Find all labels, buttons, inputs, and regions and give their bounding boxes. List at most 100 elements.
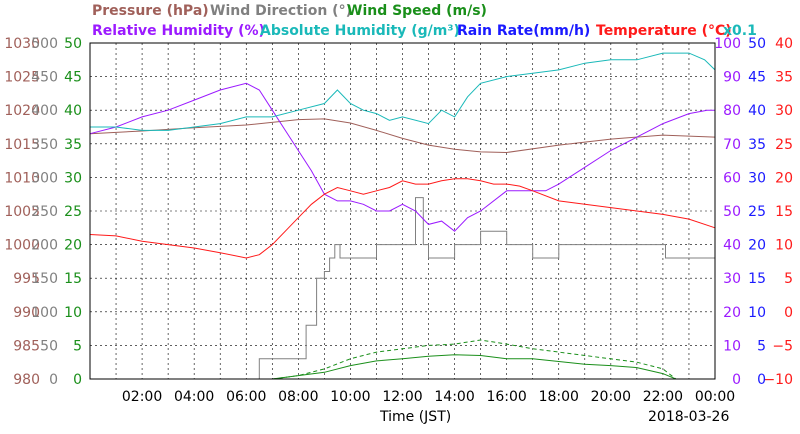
humidity-tick-label: 0: [732, 372, 741, 388]
pressure-tick-label: 995: [13, 271, 40, 287]
x-tick-label: 10:00: [330, 389, 370, 405]
legend-item: Rain Rate(mm/h): [457, 23, 590, 39]
pressure-tick-label: 1030: [4, 36, 40, 52]
temperature-tick-label: −10: [763, 372, 793, 388]
wind-direction-tick-label: 250: [31, 204, 58, 220]
pressure-tick-label: 990: [13, 305, 40, 321]
legend-item: Wind Direction (°): [210, 3, 352, 19]
wind-speed-tick-label: 5: [73, 338, 82, 354]
temperature-tick-label: 10: [775, 238, 793, 254]
temperature-tick-label: 20: [775, 170, 793, 186]
temperature-tick-label: 25: [775, 137, 793, 153]
humidity-tick-label: 10: [723, 338, 741, 354]
humidity-tick-label: 30: [723, 271, 741, 287]
legend-item: Temperature (°C): [596, 23, 732, 39]
legend-item: Absolute Humidity (g/m³): [260, 23, 460, 39]
temperature-tick-label: 5: [784, 271, 793, 287]
x-tick-label: 16:00: [486, 389, 526, 405]
rain-rate-tick-label: 20: [748, 238, 766, 254]
rain-rate-tick-label: 5: [757, 338, 766, 354]
wind-direction-line: [90, 197, 715, 380]
humidity-tick-label: 100: [714, 36, 741, 52]
humidity-tick-label: 60: [723, 170, 741, 186]
wind-speed-tick-label: 25: [64, 204, 82, 220]
wind-direction-tick-label: 0: [49, 372, 58, 388]
wind-direction-tick-label: 350: [31, 137, 58, 153]
humidity-tick-label: 20: [723, 305, 741, 321]
wind-speed-tick-label: 10: [64, 305, 82, 321]
wind-direction-tick-label: 50: [40, 338, 58, 354]
rain-rate-tick-label: 35: [748, 137, 766, 153]
wind-speed-tick-label: 30: [64, 170, 82, 186]
y-tick-labels: 1030102510201015101010051000995990985980…: [4, 36, 793, 388]
wind-direction-tick-label: 150: [31, 271, 58, 287]
wind-direction-tick-label: 200: [31, 238, 58, 254]
wind-speed-gust-m-s-line: [90, 339, 715, 380]
pressure-tick-label: 1010: [4, 170, 40, 186]
wind-direction-tick-label: 100: [31, 305, 58, 321]
wind-direction-tick-label: 400: [31, 103, 58, 119]
legend-item: Relative Humidity (%): [92, 23, 265, 39]
pressure-tick-label: 1020: [4, 103, 40, 119]
pressure-tick-label: 1015: [4, 137, 40, 153]
wind-speed-tick-label: 50: [64, 36, 82, 52]
x-tick-label: 14:00: [434, 389, 474, 405]
x-tick-label: 00:00: [695, 389, 735, 405]
pressure-hpa-line: [89, 118, 716, 154]
wind-speed-tick-label: 20: [64, 238, 82, 254]
legend-item: x0.1: [723, 23, 757, 39]
pressure-tick-label: 1025: [4, 70, 40, 86]
x-tick-label: 18:00: [539, 389, 579, 405]
plot-frame: [89, 42, 716, 380]
x-tick-labels: 02:00 04:00 06:00 08:00 10:00 12:00 14:00 16:00…: [122, 389, 735, 405]
wind-speed-tick-label: 35: [64, 137, 82, 153]
temperature-tick-label: 15: [775, 204, 793, 220]
temperature-tick-label: 35: [775, 70, 793, 86]
temperature-tick-label: −5: [772, 338, 793, 354]
humidity-tick-label: 70: [723, 137, 741, 153]
x-tick-label: 08:00: [278, 389, 318, 405]
x-tick-label: 04:00: [174, 389, 214, 405]
temperature-tick-label: 0: [784, 305, 793, 321]
x-tick-label: 06:00: [226, 389, 266, 405]
rain-rate-tick-label: 0: [757, 372, 766, 388]
temperature-c-line: [89, 178, 716, 259]
wind-speed-tick-label: 45: [64, 70, 82, 86]
rain-rate-tick-label: 15: [748, 271, 766, 287]
legend-item: Wind Speed (m/s): [347, 3, 487, 19]
wind-direction-tick-label: 450: [31, 70, 58, 86]
rain-rate-tick-label: 25: [748, 204, 766, 220]
wind-speed-tick-label: 0: [73, 372, 82, 388]
pressure-tick-label: 1000: [4, 238, 40, 254]
legend: Pressure (hPa) Wind Direction (°)Wind Spe…: [92, 3, 757, 39]
x-tick-label: 22:00: [643, 389, 683, 405]
rain-rate-tick-label: 50: [748, 36, 766, 52]
temperature-tick-label: 40: [775, 36, 793, 52]
x-tick-label: 02:00: [122, 389, 162, 405]
pressure-tick-label: 1005: [4, 204, 40, 220]
wind-speed-tick-label: 15: [64, 271, 82, 287]
pressure-tick-label: 985: [13, 338, 40, 354]
wind-speed-tick-label: 40: [64, 103, 82, 119]
humidity-tick-label: 40: [723, 238, 741, 254]
legend-item: Pressure (hPa): [92, 3, 209, 19]
x-axis-label: Time (JST): [379, 409, 451, 425]
pressure-tick-label: 980: [13, 372, 40, 388]
humidity-tick-label: 50: [723, 204, 741, 220]
wind-direction-tick-label: 300: [31, 170, 58, 186]
temperature-tick-label: 30: [775, 103, 793, 119]
rain-rate-tick-label: 45: [748, 70, 766, 86]
wind-direction-tick-label: 500: [31, 36, 58, 52]
humidity-tick-label: 90: [723, 70, 741, 86]
relative-humidity-line: [89, 82, 715, 232]
wind-speed-m-s-line: [90, 354, 715, 380]
absolute-humidity-g-m-line: [90, 52, 716, 131]
x-tick-label: 12:00: [382, 389, 422, 405]
date-label: 2018-03-26: [648, 409, 729, 425]
rain-rate-tick-label: 30: [748, 170, 766, 186]
rain-rate-tick-label: 40: [748, 103, 766, 119]
rain-rate-tick-label: 10: [748, 305, 766, 321]
